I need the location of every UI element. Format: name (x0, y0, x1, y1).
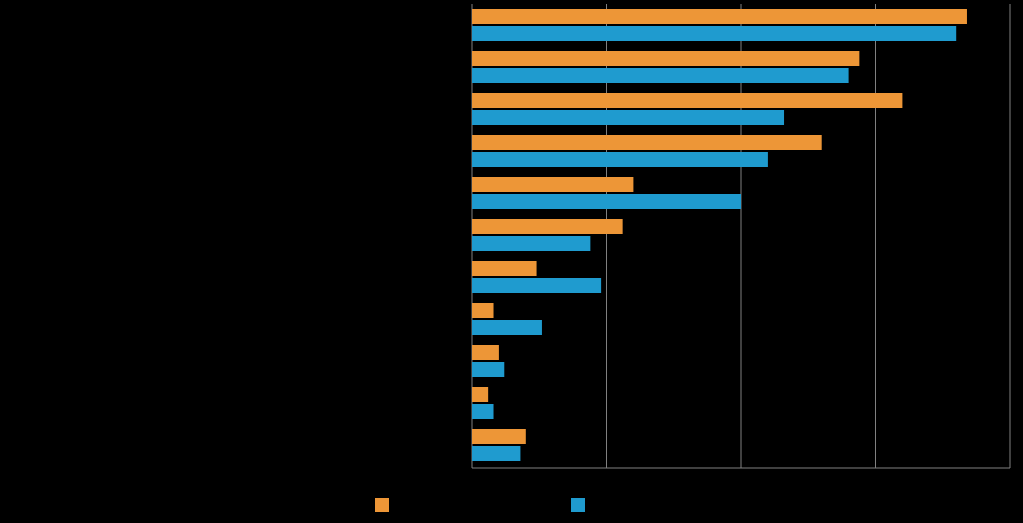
svg-text:75: 75 (869, 475, 881, 487)
bar-series-a (472, 219, 623, 234)
bar-series-a (472, 261, 537, 276)
category-label: Category 6 (408, 230, 462, 242)
bar-series-b (472, 404, 494, 419)
svg-text:100: 100 (1001, 475, 1019, 487)
legend-swatch-series-b (571, 498, 585, 512)
bar-series-a (472, 9, 967, 24)
category-label: Category 1 (408, 20, 462, 32)
svg-text:0: 0 (469, 475, 475, 487)
bar-series-a (472, 177, 633, 192)
bar-series-a (472, 135, 822, 150)
category-label: Category 10 (402, 398, 462, 410)
category-label: Category 4 (408, 146, 462, 158)
bar-series-b (472, 110, 784, 125)
bar-series-a (472, 303, 494, 318)
category-label: Category 3 (408, 104, 462, 116)
legend-item-series-a: Series A (375, 497, 452, 513)
bar-series-b (472, 26, 956, 41)
svg-text:50: 50 (735, 475, 747, 487)
bar-series-b (472, 320, 542, 335)
legend-label-series-b: Series B (593, 497, 648, 513)
bar-series-a (472, 93, 902, 108)
legend: Series A Series B (0, 497, 1023, 513)
category-label: Category 11 (403, 440, 462, 452)
bar-series-a (472, 345, 499, 360)
bar-series-b (472, 362, 504, 377)
bar-series-b (472, 236, 590, 251)
chart-frame: 0 25 50 75 100 Category 1 Category 2 Category 3… (0, 0, 1023, 523)
bar-chart: 0 25 50 75 100 Category 1 Category 2 Category 3… (0, 0, 1023, 495)
category-label: Category 9 (408, 356, 462, 368)
bar-series-b (472, 152, 768, 167)
svg-text:25: 25 (600, 475, 612, 487)
category-label: Category 8 (408, 314, 462, 326)
category-label: Category 2 (408, 62, 462, 74)
category-label: Category 5 (408, 188, 462, 200)
bar-series-a (472, 387, 488, 402)
legend-item-series-b: Series B (571, 497, 648, 513)
bar-series-a (472, 429, 526, 444)
category-label: Category 7 (408, 272, 462, 284)
bar-series-a (472, 51, 859, 66)
legend-label-series-a: Series A (397, 497, 452, 513)
bar-series-b (472, 446, 520, 461)
legend-swatch-series-a (375, 498, 389, 512)
bar-series-b (472, 68, 849, 83)
bar-series-b (472, 194, 741, 209)
bar-series-b (472, 278, 601, 293)
